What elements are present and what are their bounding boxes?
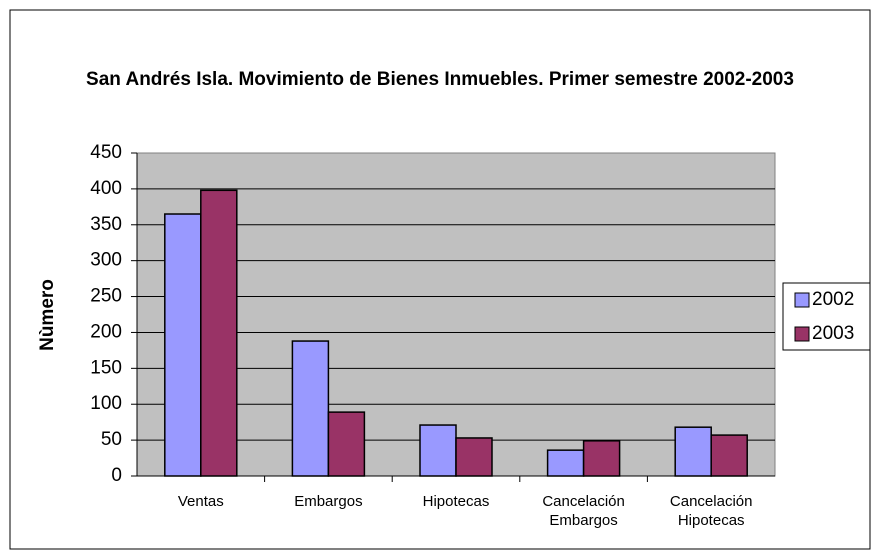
x-tick-label: Embargos <box>294 493 363 510</box>
legend-swatch <box>794 292 810 308</box>
bar <box>674 426 712 477</box>
y-tick-label: 100 <box>90 393 122 414</box>
y-tick-label: 350 <box>90 214 122 235</box>
y-tick-label: 200 <box>90 321 122 342</box>
y-tick-label: 300 <box>90 250 122 271</box>
y-tick-label: 400 <box>90 178 122 199</box>
x-tick-label: Hipotecas <box>422 493 490 510</box>
bar <box>582 440 621 477</box>
legend-label: 2003 <box>812 323 854 344</box>
y-tick-label: 0 <box>111 465 122 486</box>
y-axis-title: Nùmero <box>37 279 58 351</box>
y-tick-label: 250 <box>90 286 122 307</box>
bar <box>200 189 238 477</box>
y-tick-label: 150 <box>90 357 122 378</box>
y-tick-label: 450 <box>90 142 122 163</box>
bar <box>164 213 202 477</box>
bar <box>327 411 366 477</box>
legend-swatch <box>794 326 810 342</box>
chart-title: San Andrés Isla. Movimiento de Bienes In… <box>86 69 794 90</box>
x-tick-label: Cancelación Embargos <box>542 493 625 529</box>
bar <box>710 434 748 477</box>
x-tick-label: Cancelación Hipotecas <box>669 493 753 529</box>
plot-area <box>136 152 776 477</box>
bar <box>546 449 585 477</box>
y-tick-label: 50 <box>101 429 122 450</box>
bar <box>291 340 330 477</box>
bar <box>455 437 493 477</box>
bar <box>419 424 457 477</box>
legend-label: 2002 <box>812 289 854 310</box>
x-tick-label: Ventas <box>177 493 224 510</box>
